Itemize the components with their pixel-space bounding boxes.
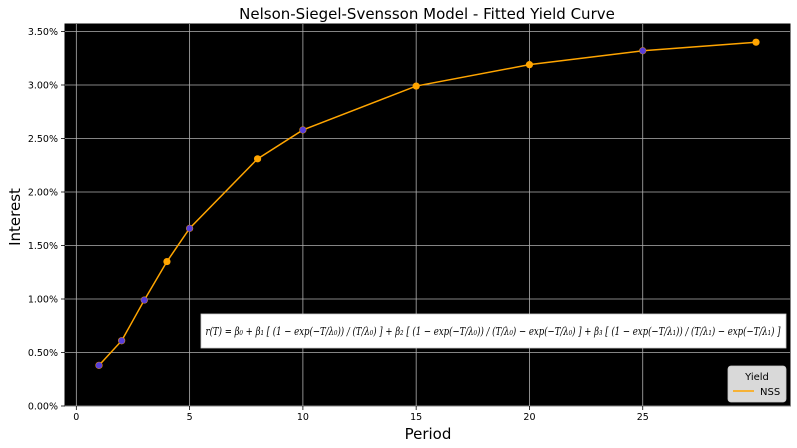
- y-tick-label: 2.00%: [28, 187, 58, 198]
- legend-title: Yield: [744, 372, 769, 383]
- x-tick-label: 5: [187, 412, 193, 423]
- fitted-point: [163, 257, 171, 266]
- x-axis-label: Period: [405, 425, 452, 443]
- legend-entry-nss: NSS: [760, 387, 780, 398]
- y-tick-label: 1.50%: [28, 241, 58, 252]
- x-axis-ticks: 0 5 10 15 20 25: [73, 406, 649, 423]
- observed-point: [141, 296, 148, 304]
- x-tick-label: 20: [523, 412, 535, 423]
- observed-point: [186, 225, 193, 232]
- observed-point: [95, 362, 103, 369]
- y-tick-label: 3.50%: [28, 27, 58, 38]
- plot-area: [64, 23, 791, 407]
- y-tick-label: 0.50%: [28, 348, 58, 359]
- y-tick-label: 1.00%: [28, 294, 58, 305]
- observed-point: [639, 47, 646, 54]
- y-axis-label: Interest: [6, 188, 24, 246]
- formula-box: [200, 313, 787, 349]
- x-tick-label: 15: [410, 412, 422, 423]
- legend-box: [727, 365, 787, 403]
- formula-text: r(T) = β₀ + β₁ [ (1 − exp(−T/λ₀)) / (T/λ…: [206, 325, 782, 338]
- observed-point: [118, 337, 125, 344]
- y-tick-label: 2.50%: [28, 134, 58, 145]
- fitted-point: [525, 61, 534, 69]
- legend: Yield NSS: [727, 365, 787, 403]
- series-layer: [95, 38, 760, 369]
- chart-title: Nelson-Siegel-Svensson Model - Fitted Yi…: [239, 5, 615, 23]
- fitted-point: [412, 82, 420, 90]
- y-axis-ticks: 0.00% 0.50% 1.00% 1.50% 2.00% 2.50% 3.00% 3.50%: [28, 27, 65, 413]
- observed-point: [299, 126, 307, 134]
- y-tick-label: 3.00%: [28, 80, 58, 91]
- fitted-point: [253, 155, 262, 163]
- fitted-point: [752, 38, 760, 46]
- x-tick-label: 0: [73, 412, 79, 423]
- gridlines: [65, 24, 790, 407]
- x-tick-label: 10: [297, 412, 309, 423]
- formula-annotation: r(T) = β₀ + β₁ [ (1 − exp(−T/λ₀)) / (T/λ…: [200, 313, 787, 349]
- y-tick-label: 0.00%: [28, 402, 58, 413]
- x-tick-label: 25: [637, 412, 649, 423]
